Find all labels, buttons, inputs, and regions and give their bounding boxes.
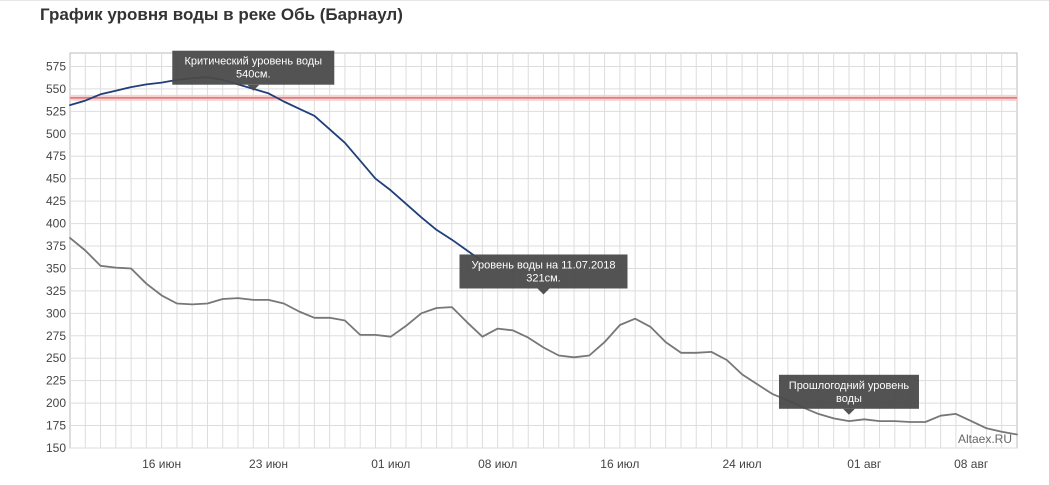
- y-tick-label: 325: [46, 284, 66, 298]
- tooltip-pointer: [537, 288, 550, 295]
- y-tick-label: 475: [46, 149, 66, 163]
- y-tick-label: 275: [46, 329, 66, 343]
- tooltip-value: 540см.: [236, 69, 270, 81]
- tooltip-title: Прошлогодний уровень: [789, 380, 910, 392]
- series-lines: [69, 76, 1018, 436]
- tooltip-box: [459, 254, 628, 289]
- x-tick-label: 08 июл: [478, 457, 517, 471]
- critical-level-band: [70, 94, 1017, 101]
- x-tick-label: 08 авг: [954, 457, 989, 471]
- y-tick-label: 375: [46, 239, 66, 253]
- y-tick-label: 400: [46, 217, 66, 231]
- tooltip-title: Критический уровень воды: [184, 56, 322, 68]
- x-tick-label: 16 июн: [142, 457, 181, 471]
- top-border: [0, 0, 1049, 1]
- y-tick-label: 450: [46, 172, 66, 186]
- y-tick-label: 575: [46, 59, 66, 73]
- tooltip-box: [778, 374, 919, 409]
- y-tick-label: 150: [46, 441, 66, 455]
- current-series-line: [69, 76, 484, 263]
- tooltip-pointer: [842, 408, 855, 415]
- watermark: Altaex.RU: [958, 432, 1012, 446]
- last_year-series-line: [69, 236, 1018, 436]
- y-tick-label: 500: [46, 127, 66, 141]
- x-tick-label: 23 июн: [249, 457, 288, 471]
- x-tick-label: 24 июл: [723, 457, 762, 471]
- y-tick-label: 425: [46, 194, 66, 208]
- chart-title: График уровня воды в реке Обь (Барнаул): [40, 5, 403, 24]
- tooltip-box: [172, 50, 335, 85]
- y-tick-label: 350: [46, 261, 66, 275]
- y-tick-label: 525: [46, 104, 66, 118]
- tooltip-title: Уровень воды на 11.07.2018: [472, 259, 616, 271]
- y-tick-label: 225: [46, 374, 66, 388]
- y-tick-label: 200: [46, 396, 66, 410]
- tooltip-value: воды: [836, 393, 862, 405]
- x-tick-label: 16 июл: [600, 457, 639, 471]
- y-tick-label: 175: [46, 419, 66, 433]
- y-tick-label: 550: [46, 82, 66, 96]
- y-axis: 150 175 200 225 250 275 300 325 350 375 400 425 450 4…: [46, 59, 66, 455]
- x-axis: 16 июн 23 июн 01 июл 08 июл 16 июл 24 июл 01 а…: [142, 457, 989, 471]
- x-tick-label: 01 авг: [847, 457, 882, 471]
- tooltip-pointer: [247, 84, 260, 91]
- x-tick-label: 01 июл: [371, 457, 410, 471]
- y-tick-label: 300: [46, 306, 66, 320]
- tooltip-value: 321см.: [526, 272, 560, 284]
- y-tick-label: 250: [46, 351, 66, 365]
